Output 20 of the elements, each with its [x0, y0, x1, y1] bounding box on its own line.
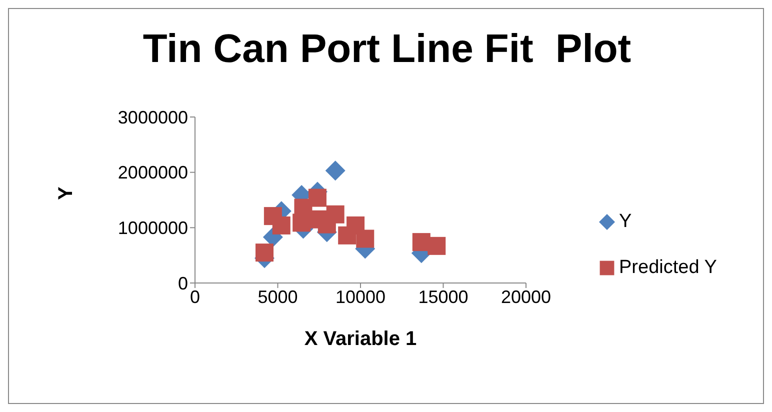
- y-tick-label: 1000000: [118, 218, 188, 238]
- point: [325, 160, 346, 181]
- y-tick-label: 0: [178, 273, 188, 294]
- x-tick-label: 0: [190, 286, 200, 307]
- y-tick-label: 2000000: [118, 162, 188, 183]
- x-axis-title: X Variable 1: [304, 328, 417, 350]
- legend-label: Predicted Y: [619, 257, 717, 279]
- point: [308, 188, 326, 207]
- chart-title: Tin Can Port Line Fit Plot: [142, 27, 632, 72]
- point: [356, 230, 374, 248]
- x-tick-label: 5000: [258, 286, 298, 307]
- x-tick-label: 15000: [418, 286, 468, 307]
- x-tick-label: 20000: [500, 286, 552, 307]
- y-axis-title: Y: [55, 186, 78, 200]
- point: [428, 236, 446, 255]
- y-tick-label: 3000000: [118, 107, 188, 128]
- point: [272, 216, 290, 234]
- legend-label: Y: [619, 211, 632, 233]
- point: [256, 244, 274, 262]
- x-tick-label: 10000: [335, 286, 386, 307]
